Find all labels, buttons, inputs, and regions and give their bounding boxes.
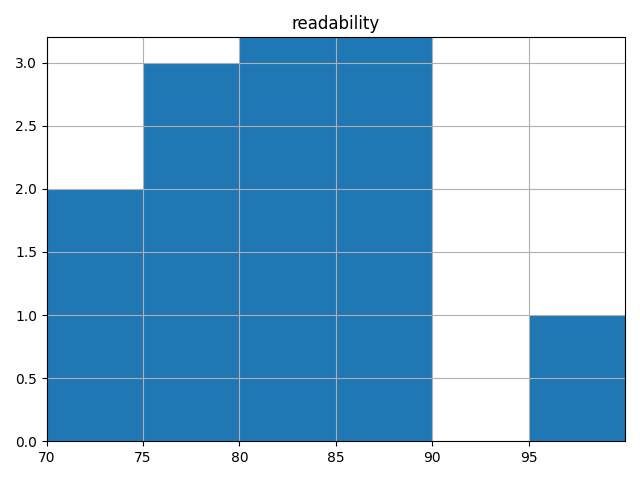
Bar — [529, 315, 625, 441]
Bar — [47, 189, 143, 441]
Title: readability: readability — [292, 15, 380, 33]
Bar — [143, 62, 239, 441]
Bar — [336, 0, 432, 441]
Bar — [239, 0, 336, 441]
